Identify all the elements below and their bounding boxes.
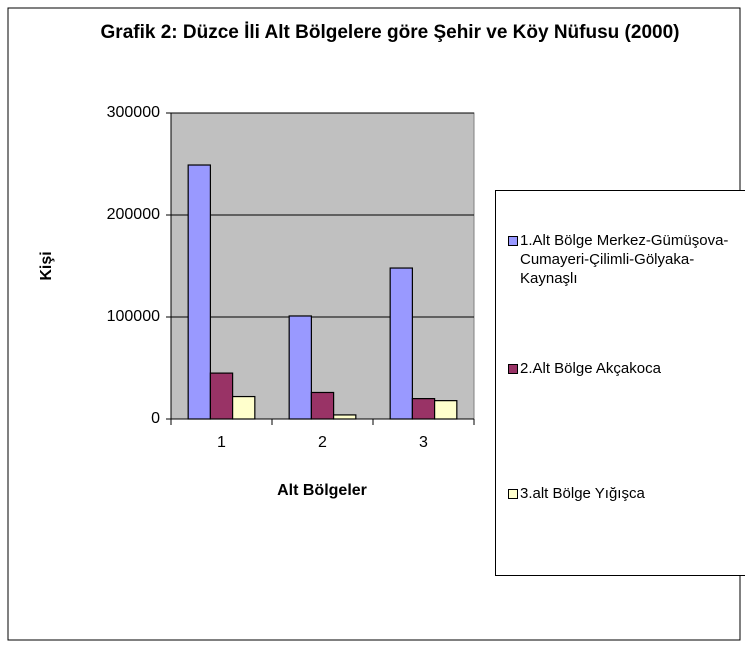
legend-label: 1.Alt Bölge Merkez-Gümüşova-Cumayeri-Çil…: [520, 232, 729, 287]
bar: [209, 372, 234, 420]
y-tick-label: 200000: [107, 206, 160, 223]
bar: [333, 414, 357, 420]
legend-label: 3.alt Bölge Yığışca: [520, 485, 645, 502]
y-tick-label: 100000: [107, 308, 160, 325]
legend-swatch: [508, 489, 518, 499]
x-tick-label: 1: [217, 434, 226, 451]
bar: [411, 398, 436, 420]
bar: [288, 315, 312, 420]
bar: [434, 400, 458, 420]
legend-entry: 1.Alt Bölge Merkez-Gümüşova-Cumayeri-Çil…: [508, 231, 735, 288]
legend: 1.Alt Bölge Merkez-Gümüşova-Cumayeri-Çil…: [495, 190, 745, 576]
y-tick-label: 300000: [107, 104, 160, 121]
legend-swatch: [508, 236, 518, 246]
bar: [187, 164, 211, 420]
chart-title: Grafik 2: Düzce İli Alt Bölgelere göre Ş…: [100, 22, 680, 43]
y-tick-label: 0: [151, 410, 160, 427]
bar: [310, 391, 335, 420]
plot-area: [170, 112, 475, 420]
bar: [232, 395, 256, 420]
legend-label: 2.Alt Bölge Akçakoca: [520, 360, 661, 377]
x-tick-label: 3: [419, 434, 428, 451]
bar: [389, 267, 413, 420]
y-axis-label: Kişi: [38, 251, 55, 280]
legend-entry: 2.Alt Bölge Akçakoca: [508, 359, 735, 378]
legend-entry: 3.alt Bölge Yığışca: [508, 484, 735, 503]
x-tick-label: 2: [318, 434, 327, 451]
x-axis-label: Alt Bölgeler: [277, 482, 367, 499]
legend-swatch: [508, 364, 518, 374]
